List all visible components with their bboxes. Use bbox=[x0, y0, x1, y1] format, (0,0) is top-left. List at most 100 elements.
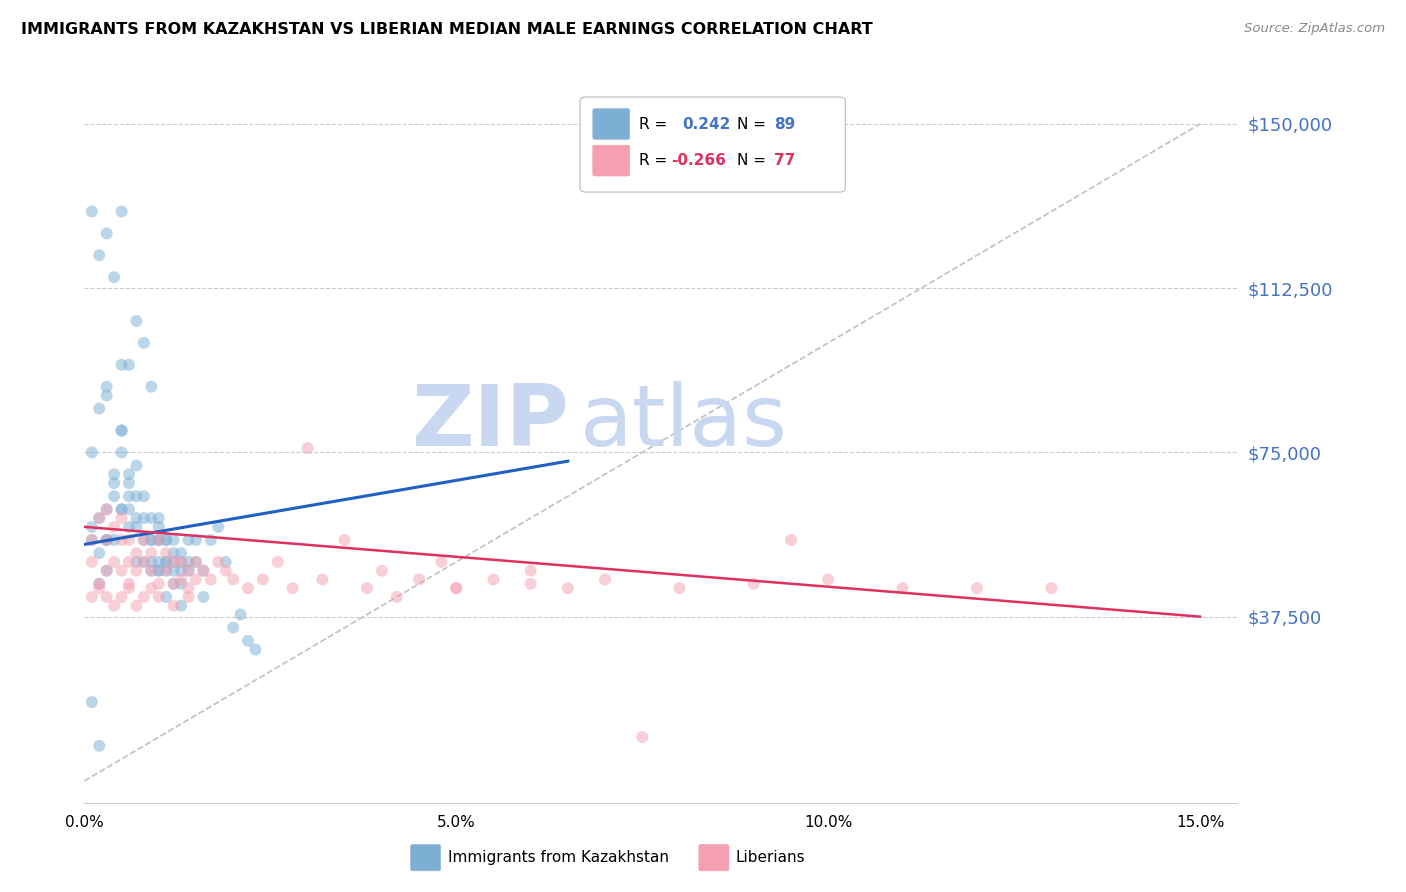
Point bbox=[80, 204, 103, 219]
Point bbox=[631, 730, 654, 744]
Point bbox=[89, 576, 111, 591]
Point bbox=[519, 576, 541, 591]
Point bbox=[482, 573, 505, 587]
Point bbox=[148, 576, 170, 591]
Point bbox=[148, 564, 170, 578]
Point bbox=[177, 564, 200, 578]
Point bbox=[162, 533, 184, 547]
Point bbox=[162, 576, 184, 591]
Point bbox=[125, 599, 148, 613]
Point bbox=[96, 380, 118, 394]
Text: 0.242: 0.242 bbox=[683, 117, 731, 131]
Point bbox=[80, 555, 103, 569]
FancyBboxPatch shape bbox=[411, 845, 440, 871]
Point bbox=[118, 476, 141, 491]
Point bbox=[170, 546, 193, 560]
Point bbox=[817, 573, 839, 587]
Point bbox=[110, 424, 132, 438]
FancyBboxPatch shape bbox=[699, 845, 728, 871]
Point bbox=[222, 573, 245, 587]
Point bbox=[966, 581, 988, 595]
Point bbox=[125, 546, 148, 560]
Point bbox=[162, 546, 184, 560]
Point bbox=[125, 489, 148, 503]
Point bbox=[148, 564, 170, 578]
Point bbox=[118, 555, 141, 569]
Point bbox=[118, 467, 141, 482]
Point bbox=[446, 581, 468, 595]
Point bbox=[141, 546, 163, 560]
Point bbox=[80, 533, 103, 547]
Point bbox=[236, 581, 259, 595]
Point bbox=[96, 502, 118, 516]
Point bbox=[141, 380, 163, 394]
Point bbox=[110, 502, 132, 516]
Point bbox=[177, 590, 200, 604]
Point bbox=[155, 555, 177, 569]
Point bbox=[110, 590, 132, 604]
Point bbox=[132, 533, 155, 547]
Point bbox=[110, 502, 132, 516]
Point bbox=[132, 533, 155, 547]
Point bbox=[96, 388, 118, 402]
Point bbox=[170, 573, 193, 587]
Point bbox=[80, 590, 103, 604]
Point bbox=[118, 581, 141, 595]
Point bbox=[193, 590, 215, 604]
Text: IMMIGRANTS FROM KAZAKHSTAN VS LIBERIAN MEDIAN MALE EARNINGS CORRELATION CHART: IMMIGRANTS FROM KAZAKHSTAN VS LIBERIAN M… bbox=[21, 22, 873, 37]
Point bbox=[356, 581, 378, 595]
Text: Source: ZipAtlas.com: Source: ZipAtlas.com bbox=[1244, 22, 1385, 36]
Point bbox=[177, 581, 200, 595]
Point bbox=[170, 555, 193, 569]
Point bbox=[96, 533, 118, 547]
Point bbox=[148, 590, 170, 604]
Point bbox=[371, 564, 394, 578]
Point bbox=[780, 533, 803, 547]
Text: N =: N = bbox=[737, 153, 770, 168]
Point bbox=[891, 581, 914, 595]
Point bbox=[207, 520, 229, 534]
Point bbox=[118, 489, 141, 503]
Point bbox=[103, 533, 125, 547]
Point bbox=[110, 358, 132, 372]
Point bbox=[125, 520, 148, 534]
Point bbox=[148, 555, 170, 569]
Point bbox=[177, 564, 200, 578]
Point bbox=[162, 555, 184, 569]
Point bbox=[103, 270, 125, 285]
Point bbox=[89, 576, 111, 591]
Point bbox=[193, 564, 215, 578]
Point bbox=[170, 564, 193, 578]
Point bbox=[267, 555, 290, 569]
Point bbox=[245, 642, 267, 657]
Point bbox=[89, 546, 111, 560]
Point bbox=[132, 555, 155, 569]
Point bbox=[141, 533, 163, 547]
Point bbox=[148, 533, 170, 547]
Point bbox=[103, 520, 125, 534]
Point bbox=[141, 555, 163, 569]
Point bbox=[141, 564, 163, 578]
Point bbox=[593, 573, 616, 587]
Point bbox=[215, 555, 238, 569]
Point bbox=[177, 555, 200, 569]
FancyBboxPatch shape bbox=[581, 97, 845, 192]
Point bbox=[89, 401, 111, 416]
Text: ZIP: ZIP bbox=[411, 381, 568, 464]
Point bbox=[385, 590, 408, 604]
Point bbox=[148, 533, 170, 547]
Point bbox=[118, 533, 141, 547]
Point bbox=[742, 576, 765, 591]
Point bbox=[148, 511, 170, 525]
Point bbox=[118, 502, 141, 516]
Point bbox=[557, 581, 579, 595]
Text: -0.266: -0.266 bbox=[671, 153, 725, 168]
Text: N =: N = bbox=[737, 117, 770, 131]
Point bbox=[110, 424, 132, 438]
Point bbox=[162, 564, 184, 578]
Point bbox=[311, 573, 333, 587]
Text: atlas: atlas bbox=[581, 381, 789, 464]
Point bbox=[80, 533, 103, 547]
Point bbox=[96, 590, 118, 604]
Point bbox=[207, 555, 229, 569]
